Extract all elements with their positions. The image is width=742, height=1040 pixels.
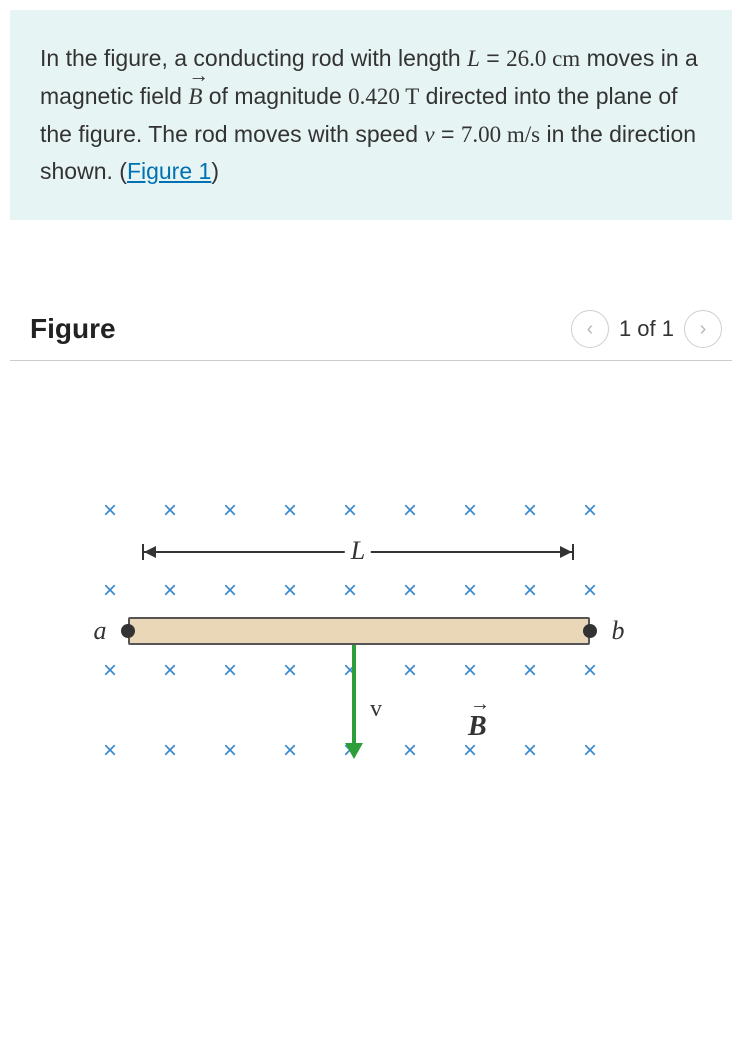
val-L: 26.0: [506, 46, 546, 71]
field-cross-icon: ×: [583, 739, 597, 763]
field-cross-icon: ×: [223, 659, 237, 683]
next-button[interactable]: ›: [684, 310, 722, 348]
figure-link[interactable]: Figure 1: [127, 158, 211, 184]
figure-pager: ‹ 1 of 1 ›: [571, 310, 722, 348]
field-cross-icon: ×: [223, 739, 237, 763]
field-cross-icon: ×: [523, 499, 537, 523]
text: of magnitude: [202, 83, 348, 109]
var-L: L: [467, 46, 480, 71]
field-cross-icon: ×: [403, 739, 417, 763]
field-cross-icon: ×: [343, 499, 357, 523]
field-cross-icon: ×: [403, 659, 417, 683]
chevron-left-icon: ‹: [587, 318, 594, 341]
field-cross-icon: ×: [283, 659, 297, 683]
field-cross-icon: ×: [403, 579, 417, 603]
field-cross-icon: ×: [283, 579, 297, 603]
field-cross-icon: ×: [583, 659, 597, 683]
physics-diagram: ××××××××××××××××××××××××××××××××××××abLv…: [70, 481, 670, 801]
field-cross-icon: ×: [163, 659, 177, 683]
text: ): [211, 158, 219, 184]
var-B: B: [188, 84, 202, 109]
prev-button[interactable]: ‹: [571, 310, 609, 348]
field-cross-icon: ×: [463, 659, 477, 683]
rod-endpoint-a: [121, 624, 135, 638]
figure-title: Figure: [30, 313, 116, 345]
text: =: [480, 45, 506, 71]
field-cross-icon: ×: [343, 579, 357, 603]
figure-header: Figure ‹ 1 of 1 ›: [10, 220, 732, 361]
field-cross-icon: ×: [103, 579, 117, 603]
field-cross-icon: ×: [523, 579, 537, 603]
field-cross-icon: ×: [103, 659, 117, 683]
field-cross-icon: ×: [163, 739, 177, 763]
field-cross-icon: ×: [163, 499, 177, 523]
endpoint-label-a: a: [94, 616, 107, 646]
text: In the figure, a conducting rod with len…: [40, 45, 467, 71]
field-cross-icon: ×: [523, 739, 537, 763]
field-cross-icon: ×: [223, 579, 237, 603]
var-v: v: [424, 122, 434, 147]
pager-text: 1 of 1: [619, 316, 674, 342]
field-cross-icon: ×: [283, 499, 297, 523]
field-cross-icon: ×: [103, 739, 117, 763]
field-cross-icon: ×: [283, 739, 297, 763]
endpoint-label-b: b: [612, 616, 625, 646]
length-label: L: [345, 536, 371, 566]
field-cross-icon: ×: [163, 579, 177, 603]
field-cross-icon: ×: [583, 499, 597, 523]
field-cross-icon: ×: [583, 579, 597, 603]
conducting-rod: [128, 617, 590, 645]
val-B: 0.420: [348, 84, 400, 109]
magnetic-field-label: B: [468, 711, 487, 743]
chevron-right-icon: ›: [700, 318, 707, 341]
figure-area: ××××××××××××××××××××××××××××××××××××abLv…: [0, 361, 742, 881]
field-cross-icon: ×: [403, 499, 417, 523]
field-cross-icon: ×: [223, 499, 237, 523]
field-cross-icon: ×: [463, 579, 477, 603]
velocity-arrow: [352, 645, 356, 743]
unit-ms: m/s: [501, 122, 540, 147]
field-cross-icon: ×: [463, 499, 477, 523]
vector-arrow-icon: →: [188, 66, 202, 87]
velocity-label: v: [370, 696, 382, 723]
velocity-arrowhead-icon: [345, 743, 363, 759]
problem-statement: In the figure, a conducting rod with len…: [10, 10, 732, 220]
field-cross-icon: ×: [103, 499, 117, 523]
field-cross-icon: ×: [523, 659, 537, 683]
unit-T: T: [400, 84, 419, 109]
unit-cm: cm: [546, 46, 580, 71]
text: =: [435, 121, 461, 147]
rod-endpoint-b: [583, 624, 597, 638]
val-v: 7.00: [461, 122, 501, 147]
